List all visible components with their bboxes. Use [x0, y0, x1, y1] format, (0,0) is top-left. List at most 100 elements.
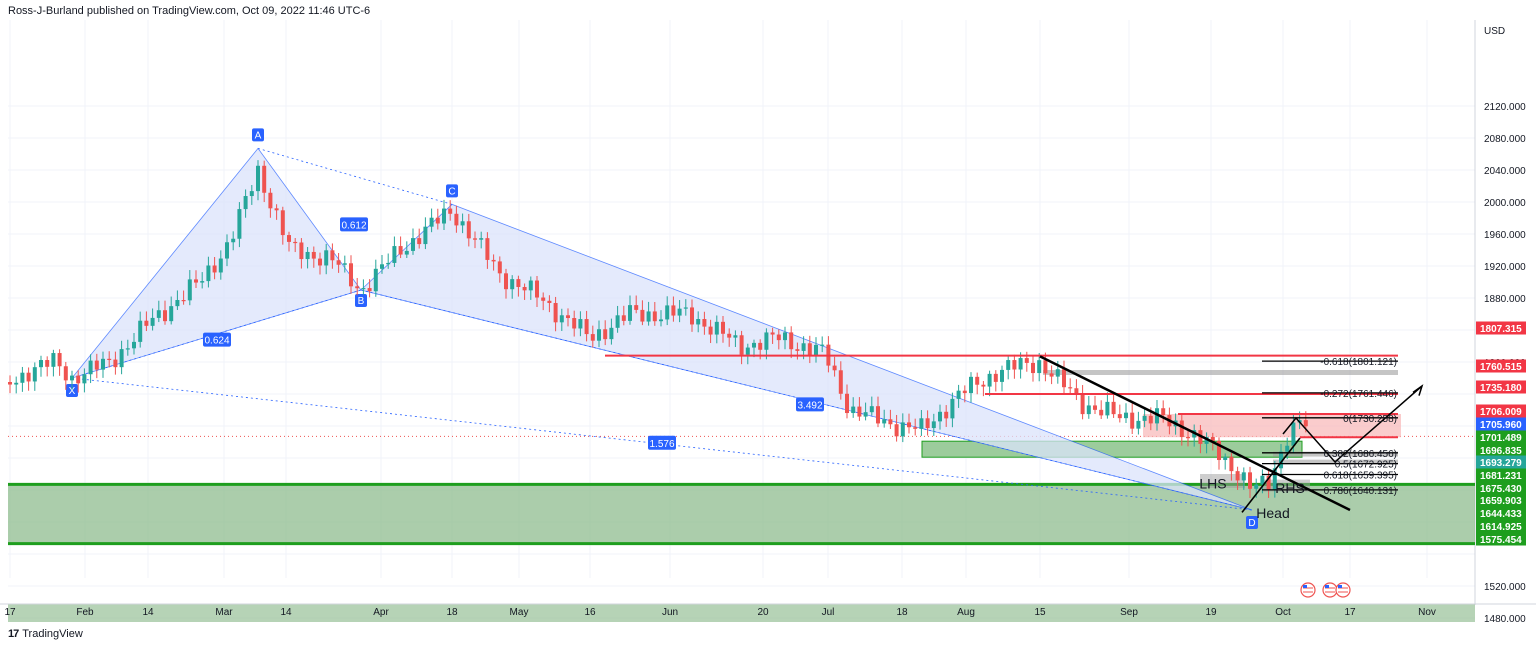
candle-body [832, 365, 837, 371]
candle [714, 315, 719, 344]
candle-body [516, 279, 521, 287]
candle-body [535, 280, 539, 298]
point-label-text: D [1248, 518, 1255, 529]
candle [206, 256, 211, 288]
price-tag-bg [1476, 380, 1526, 394]
candle-body [1062, 369, 1066, 388]
candle-body [231, 238, 236, 243]
candle-body [386, 262, 391, 265]
candle [218, 250, 223, 280]
candle [125, 339, 130, 356]
price-tag-bg [1476, 455, 1526, 469]
gray-zone-1 [1043, 370, 1398, 375]
candle [665, 296, 670, 326]
tradingview-logo[interactable]: 17 TradingView [8, 628, 83, 640]
time-tick-label: 16 [584, 607, 596, 618]
time-axis[interactable]: 17 Feb 14 Mar 14 Apr 18 May 16 Jun 20 Jul 18 Aug 15 Sep… [0, 603, 1536, 618]
candle-body [758, 342, 763, 350]
candle [243, 189, 248, 218]
price-tag-text: 1760.515 [1480, 362, 1522, 373]
candle [566, 308, 570, 327]
candle-body [76, 375, 81, 384]
candle-body [398, 246, 403, 255]
candle-body [460, 221, 465, 226]
candle-body [1130, 412, 1135, 429]
candle-body [324, 250, 329, 266]
gray-zone-2 [1273, 451, 1398, 457]
candle-body [435, 217, 440, 224]
projection-arrowhead [1412, 384, 1424, 396]
candle [857, 397, 862, 421]
candle-body [63, 366, 68, 381]
time-tick-label: 14 [280, 607, 292, 618]
candle-body [45, 360, 50, 367]
flag-canton [1338, 585, 1342, 588]
candle [373, 259, 378, 297]
candle-body [1248, 472, 1252, 489]
candle [274, 204, 279, 220]
candle-body [1285, 445, 1290, 452]
trend-lines [605, 354, 1424, 513]
price-tag-bg [1476, 430, 1526, 444]
price-tag: 1705.960 [1476, 417, 1526, 431]
candle [634, 295, 639, 314]
candle [807, 335, 812, 364]
candle-body [869, 406, 874, 413]
candle-body [32, 367, 37, 382]
candle-body [268, 192, 273, 209]
candle [1074, 379, 1079, 401]
candle [597, 320, 601, 348]
price-tag-text: 1675.430 [1480, 484, 1522, 495]
candle [845, 384, 849, 419]
candle-body [615, 315, 620, 328]
candle [578, 311, 583, 337]
fib-label: 0.786(1640.131) [1324, 486, 1397, 497]
candle-body [621, 315, 626, 321]
price-tag: 1681.231 [1476, 468, 1526, 482]
candle-body [491, 259, 496, 262]
candle [677, 300, 682, 323]
candle-body [876, 406, 880, 424]
candle-body [132, 341, 136, 349]
candle [863, 402, 868, 421]
candle [944, 405, 949, 427]
pattern-label-head: Head [1256, 505, 1289, 521]
event-flags[interactable] [1300, 582, 1351, 598]
candle-body [274, 208, 279, 211]
fib-level: 0(1730.258) [1262, 414, 1398, 425]
candle [404, 241, 409, 258]
candle-body [1235, 471, 1240, 481]
candle-body [1117, 414, 1122, 419]
candle [324, 243, 329, 275]
support-zones [8, 370, 1475, 622]
candle-body [144, 320, 149, 326]
candle-body [1142, 415, 1147, 421]
candle-body [299, 242, 304, 260]
candle-body [814, 344, 818, 356]
tradingview-logo-mark: 17 [8, 628, 19, 640]
candle [8, 375, 12, 394]
candle [398, 236, 403, 259]
candle [20, 366, 25, 392]
candle-body [423, 226, 428, 245]
candle [63, 361, 68, 390]
candle-body [894, 424, 899, 437]
candle-body [218, 258, 223, 273]
candle [615, 305, 620, 333]
fib-level: -0.272(1761.446) [1262, 389, 1398, 400]
candle-body [181, 300, 186, 302]
price-tag-text: 1807.315 [1480, 324, 1522, 335]
candle [888, 409, 893, 429]
fib-label: 0.5(1672.925) [1335, 460, 1397, 471]
candle [132, 333, 136, 355]
candle-body [553, 302, 558, 323]
candle-body [411, 238, 415, 251]
candle-body [510, 279, 515, 290]
price-tag-text: 1735.180 [1480, 383, 1522, 394]
candle-body [857, 406, 862, 417]
time-tick-label: Jul [822, 607, 835, 618]
candle [745, 343, 750, 365]
candle-body [1155, 408, 1159, 424]
candle-body [789, 332, 794, 350]
